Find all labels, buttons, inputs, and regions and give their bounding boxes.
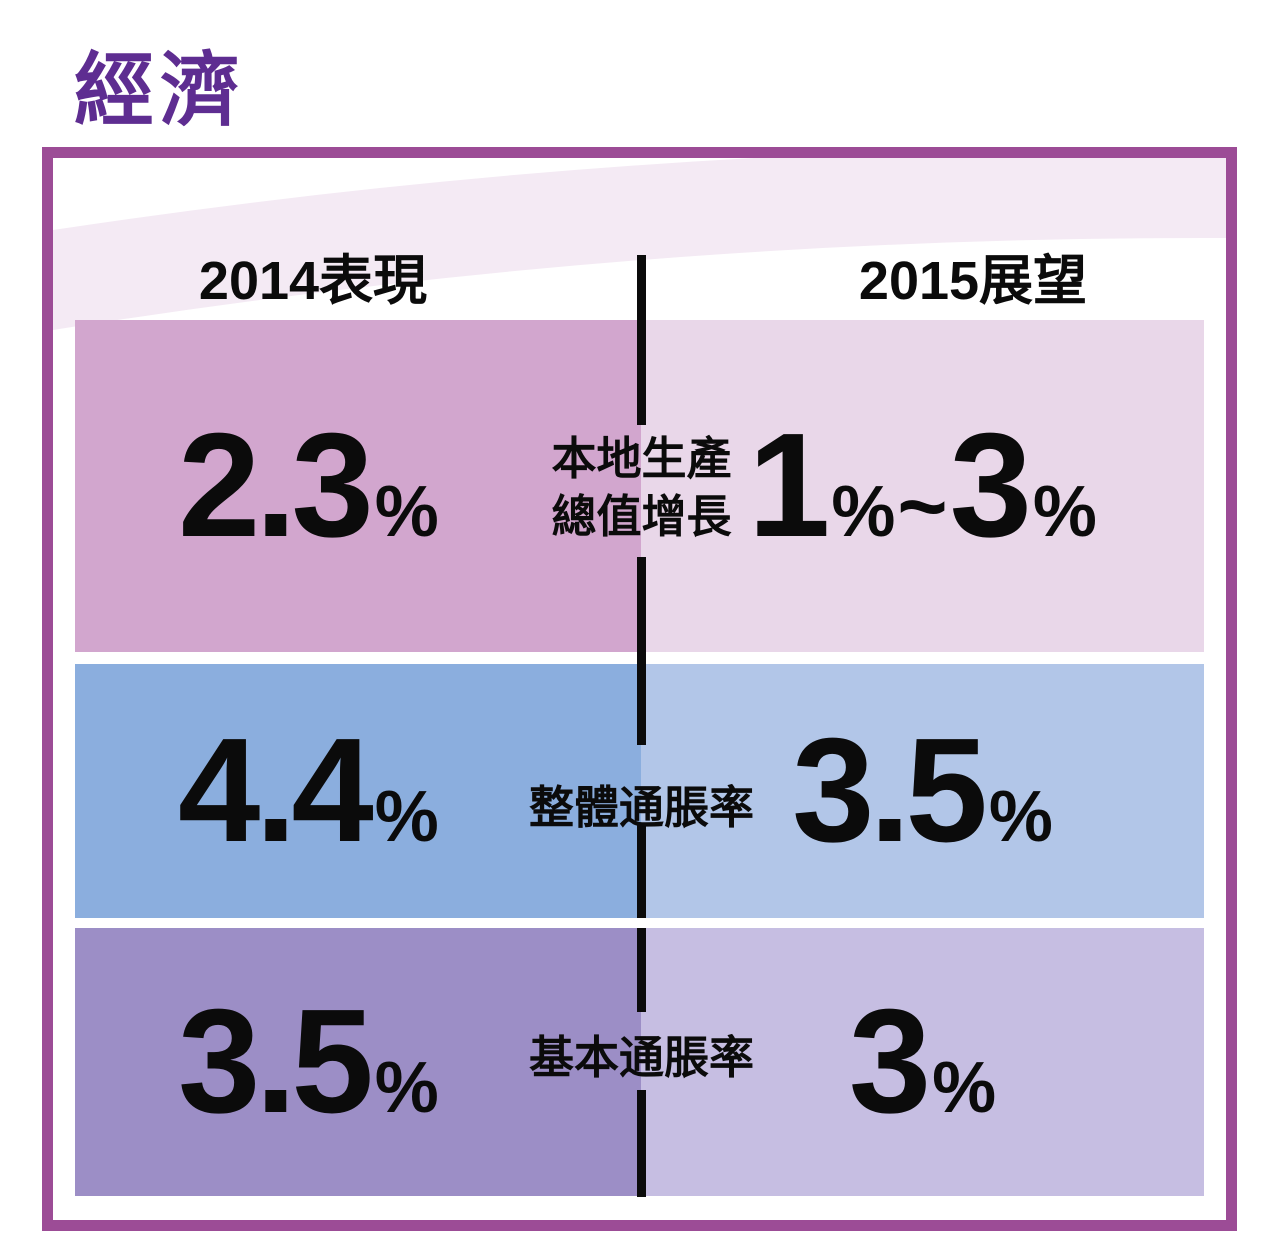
divider-dash — [637, 928, 646, 1012]
row-headline-inflation: 4.4 % 3.5 % — [75, 664, 1204, 918]
core-2014-number: 3.5 — [178, 979, 374, 1144]
label-core-inflation: 基本通脹率 — [528, 1032, 754, 1083]
headline-2014-cell: 4.4 % — [75, 664, 641, 918]
core-2015-cell: 3 % — [641, 928, 1204, 1196]
headline-2014-number: 4.4 — [178, 708, 374, 873]
headline-2014-value: 4.4 % — [178, 706, 439, 876]
gdp-2014-percent-sign: % — [374, 472, 439, 552]
gdp-2014-number: 2.3 — [178, 403, 374, 568]
gdp-2014-value: 2.3 % — [178, 401, 439, 571]
label-headline-inflation: 整體通脹率 — [528, 782, 754, 833]
core-2015-percent-sign: % — [932, 1048, 997, 1128]
label-gdp-line2: 總值增長 — [551, 491, 732, 542]
core-2015-value: 3 % — [849, 977, 996, 1147]
gdp-2015-value: 1 % ~ 3 % — [748, 401, 1097, 571]
range-tilde: ~ — [897, 459, 948, 555]
gdp-2015-number-low: 1 — [748, 403, 830, 568]
label-gdp-growth: 本地生產 總值增長 — [461, 430, 822, 546]
page-title: 經濟 — [74, 46, 246, 135]
headline-2014-percent-sign: % — [374, 777, 439, 857]
divider-dash — [637, 255, 646, 425]
headline-2015-cell: 3.5 % — [641, 664, 1204, 918]
core-2014-value: 3.5 % — [178, 977, 439, 1147]
row-core-inflation: 3.5 % 3 % — [75, 928, 1204, 1196]
gdp-2015-percent-sign: % — [831, 472, 896, 552]
row-gdp-growth: 2.3 % 1 % ~ 3 % — [75, 320, 1204, 652]
gdp-2015-percent-sign2: % — [1032, 472, 1097, 552]
column-header-2014: 2014表現 — [198, 251, 428, 311]
headline-2015-percent-sign: % — [988, 777, 1053, 857]
economy-panel: 2014表現 2015展望 2.3 % 1 % ~ 3 % — [42, 147, 1237, 1231]
divider-dash — [637, 1090, 646, 1197]
core-2014-cell: 3.5 % — [75, 928, 641, 1196]
label-gdp-line1: 本地生產 — [551, 433, 732, 484]
divider-dash — [637, 823, 646, 918]
gdp-2015-cell: 1 % ~ 3 % — [641, 320, 1204, 652]
headline-2015-number: 3.5 — [792, 708, 988, 873]
gdp-2014-cell: 2.3 % — [75, 320, 641, 652]
headline-2015-value: 3.5 % — [792, 706, 1053, 876]
gdp-2015-number-high: 3 — [949, 403, 1032, 568]
core-2015-number: 3 — [848, 979, 931, 1144]
column-header-2015: 2015展望 — [858, 251, 1088, 311]
core-2014-percent-sign: % — [374, 1048, 439, 1128]
divider-dash — [637, 557, 646, 745]
